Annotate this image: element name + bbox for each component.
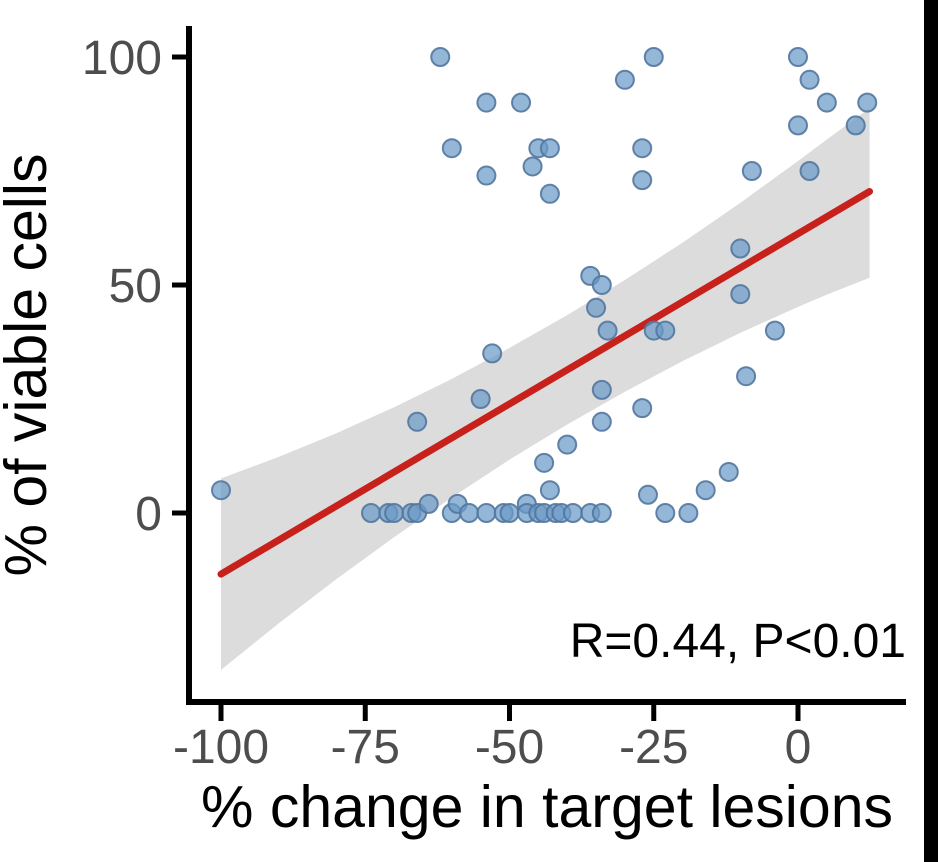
- x-tick-label: -50: [475, 721, 544, 774]
- x-tick-label: 0: [785, 721, 812, 774]
- x-tick-label: -100: [173, 721, 269, 774]
- data-point: [562, 503, 583, 523]
- data-point: [718, 461, 739, 482]
- y-tick-label: 50: [109, 260, 162, 313]
- data-point: [730, 284, 751, 305]
- data-point: [591, 379, 612, 400]
- data-point: [637, 484, 658, 505]
- data-point: [799, 69, 820, 90]
- data-point: [539, 480, 560, 501]
- axis-ticks-layer: -100 -75 -50 -25 0 0 50 100: [82, 32, 811, 774]
- regression-line: [217, 188, 874, 578]
- data-point: [522, 156, 543, 177]
- scatter-points-layer: [211, 47, 878, 523]
- data-point: [643, 47, 664, 67]
- confidence-band: [221, 108, 870, 670]
- data-point: [459, 503, 480, 523]
- screenshot-right-black-bar: [924, 0, 938, 862]
- x-tick-label: -75: [331, 721, 400, 774]
- y-tick-label: 100: [82, 32, 162, 85]
- data-point: [788, 115, 808, 136]
- data-point: [857, 92, 878, 113]
- data-point: [539, 183, 560, 204]
- data-point: [441, 138, 462, 159]
- data-point: [741, 161, 762, 181]
- y-axis-title: % of viable cells: [0, 153, 59, 576]
- data-point: [695, 480, 716, 501]
- x-axis-title: % change in target lesions: [201, 774, 893, 840]
- data-point: [476, 92, 497, 113]
- data-point: [788, 47, 808, 67]
- data-point: [418, 493, 439, 514]
- data-point: [816, 92, 837, 113]
- data-point: [736, 366, 757, 387]
- data-point: [361, 503, 382, 523]
- data-point: [384, 503, 405, 523]
- data-point: [557, 434, 578, 455]
- data-point: [632, 398, 653, 419]
- data-point: [730, 238, 751, 259]
- data-point: [511, 92, 532, 113]
- data-point: [597, 320, 618, 341]
- data-point: [591, 503, 612, 523]
- data-point: [586, 297, 607, 318]
- data-point: [614, 69, 635, 90]
- data-point: [632, 170, 653, 191]
- data-point: [534, 452, 555, 473]
- data-point: [799, 161, 820, 181]
- data-point: [678, 503, 699, 523]
- data-point: [845, 115, 866, 136]
- data-point: [655, 503, 676, 523]
- data-point: [211, 480, 231, 501]
- confidence-band-layer: [221, 108, 870, 670]
- data-point: [482, 343, 503, 364]
- data-point: [476, 165, 497, 186]
- regression-line-layer: [217, 188, 874, 578]
- data-point: [499, 503, 520, 523]
- data-point: [591, 275, 612, 295]
- data-point: [407, 411, 428, 432]
- data-point: [539, 138, 560, 159]
- correlation-annotation: R=0.44, P<0.01: [570, 615, 906, 668]
- data-point: [470, 389, 491, 409]
- data-point: [591, 411, 612, 432]
- x-tick-label: -25: [619, 721, 688, 774]
- data-point: [764, 320, 785, 341]
- data-point: [430, 47, 451, 67]
- y-tick-label: 0: [135, 488, 162, 541]
- data-point: [476, 503, 497, 523]
- data-point: [655, 320, 676, 341]
- data-point: [632, 138, 653, 159]
